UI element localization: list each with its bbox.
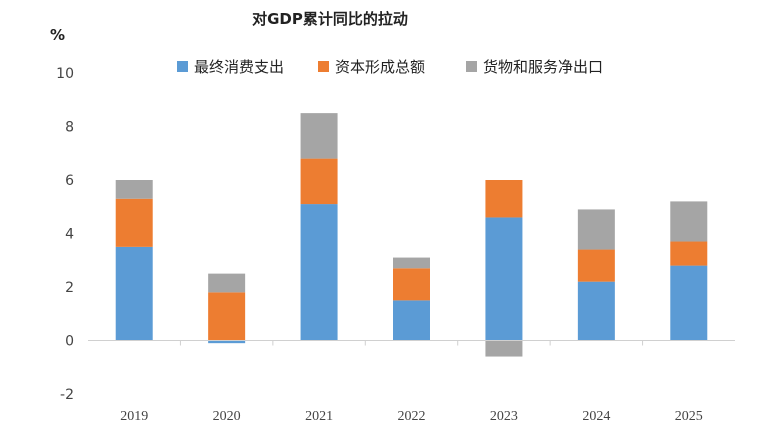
bars (115, 113, 708, 357)
bar-segment (670, 265, 708, 341)
bar-segment (485, 340, 523, 357)
x-tick-label: 2025 (675, 409, 703, 424)
bar-segment (485, 217, 523, 341)
bar-segment (577, 249, 615, 282)
y-tick-label: 6 (65, 173, 74, 189)
legend-label: 货物和服务净出口 (483, 58, 603, 76)
bar-segment (300, 158, 338, 205)
y-tick-label: -2 (60, 387, 74, 403)
y-tick-label: 0 (65, 334, 74, 350)
bar-segment (115, 180, 153, 199)
y-tick-label: 8 (65, 120, 74, 136)
legend-label: 最终消费支出 (194, 58, 284, 76)
bar-segment (115, 198, 153, 247)
bar-segment (393, 300, 430, 341)
x-tick-label: 2019 (120, 409, 148, 424)
bar-segment (393, 257, 430, 269)
legend-swatch (466, 61, 477, 72)
x-tick-label: 2023 (490, 409, 518, 424)
bar-segment (115, 246, 153, 341)
bar-segment (485, 180, 523, 218)
x-tick-label: 2024 (582, 409, 610, 424)
legend-swatch (177, 61, 188, 72)
chart-title: 对GDP累计同比的拉动 (252, 10, 408, 28)
x-tick-label: 2020 (213, 409, 241, 424)
y-axis-unit-label: % (50, 26, 65, 44)
bar-segment (670, 241, 708, 266)
bar-segment (393, 268, 430, 301)
bar-segment (300, 204, 338, 341)
x-tick-label: 2022 (398, 409, 426, 424)
x-axis-ticks: 2019 2020 2021 2022 2023 2024 2025 (120, 340, 703, 424)
bar-segment (300, 113, 338, 159)
bar-segment (208, 292, 246, 341)
legend-label: 资本形成总额 (335, 58, 425, 76)
y-axis-ticks: -2 0 2 4 6 8 10 (56, 66, 74, 403)
bar-segment (670, 201, 708, 242)
bar-segment (208, 273, 246, 293)
legend: 最终消费支出 资本形成总额 货物和服务净出口 (177, 58, 603, 76)
y-tick-label: 10 (56, 66, 74, 82)
y-tick-label: 4 (65, 227, 74, 243)
y-tick-label: 2 (65, 280, 74, 296)
bar-segment (208, 340, 246, 344)
legend-swatch (318, 61, 329, 72)
bar-segment (577, 281, 615, 341)
bar-segment (577, 209, 615, 250)
x-tick-label: 2021 (305, 409, 333, 424)
